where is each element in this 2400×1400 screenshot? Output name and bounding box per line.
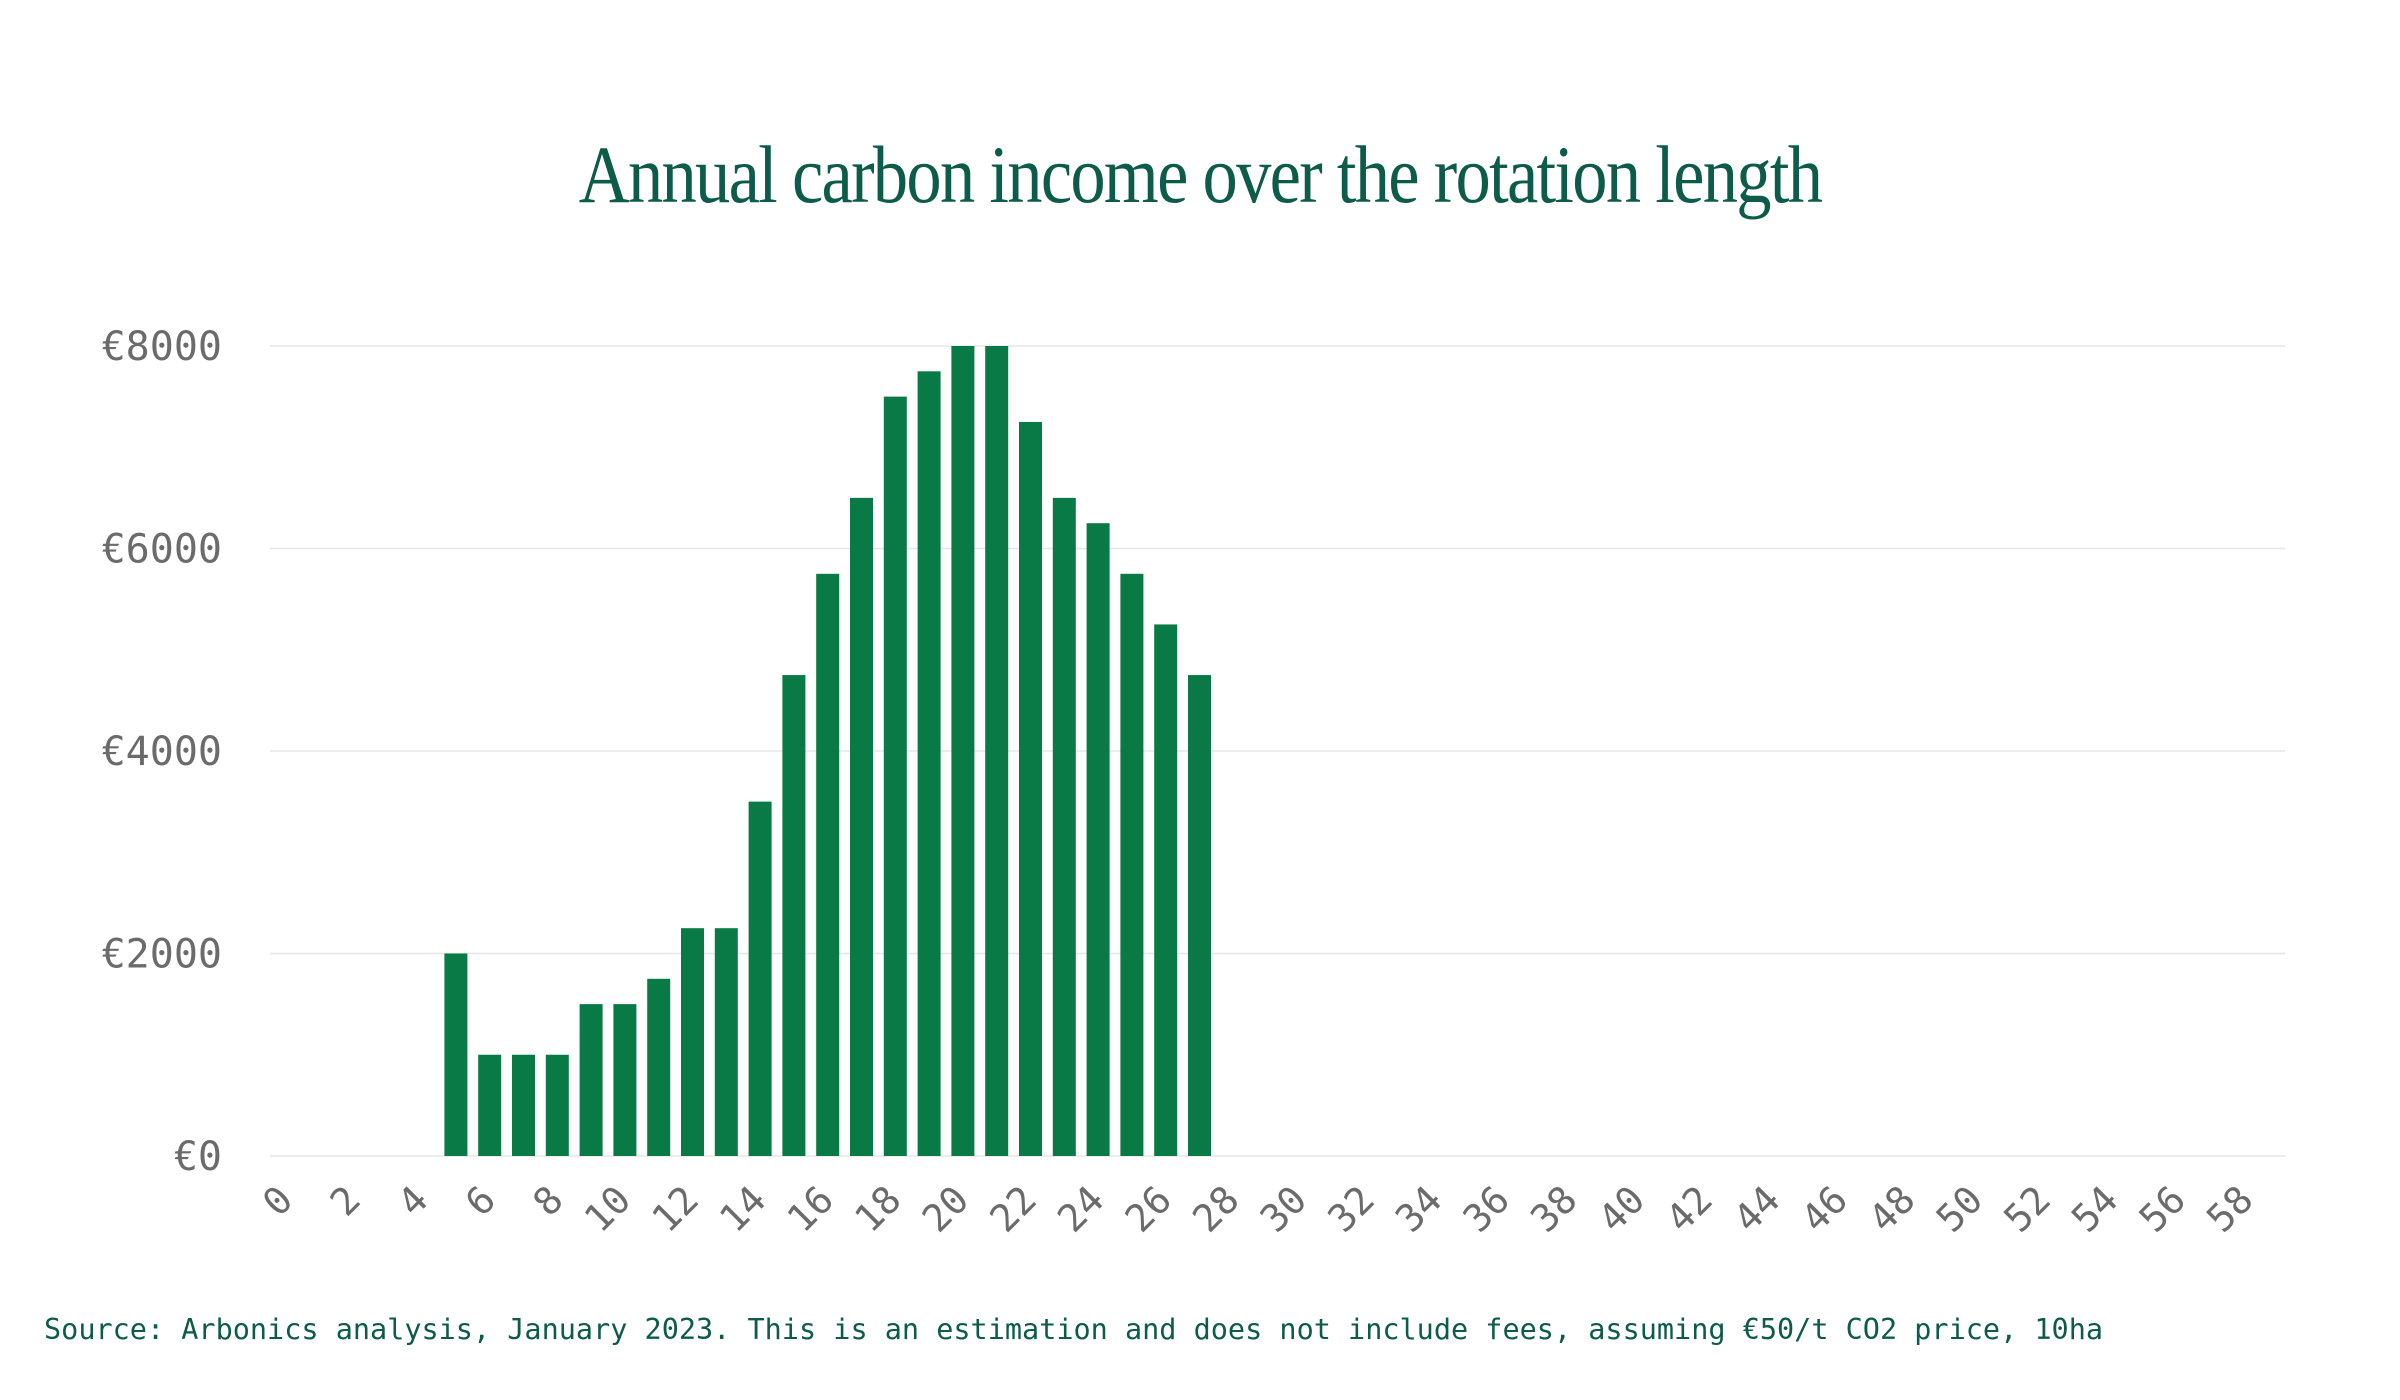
x-tick-label: 24 — [1049, 1177, 1112, 1240]
bar — [1086, 523, 1110, 1156]
bar — [985, 346, 1009, 1156]
bar — [782, 675, 806, 1156]
x-tick-label: 54 — [2063, 1177, 2126, 1240]
bar — [1019, 421, 1042, 1156]
y-tick-label: €8000 — [102, 324, 222, 370]
x-tick-label: 52 — [1995, 1177, 2058, 1240]
x-tick-label: 6 — [457, 1177, 504, 1224]
bar — [917, 371, 941, 1156]
x-tick-label: 50 — [1928, 1177, 1991, 1240]
bar — [714, 928, 738, 1156]
x-tick-label: 48 — [1860, 1177, 1923, 1240]
x-tick-label: 12 — [643, 1177, 706, 1240]
x-tick-label: 30 — [1252, 1177, 1315, 1240]
chart-title: Annual carbon income over the rotation l… — [578, 129, 1823, 220]
x-tick-label: 26 — [1117, 1177, 1180, 1240]
x-tick-label: 22 — [981, 1177, 1044, 1240]
bar — [748, 801, 772, 1156]
x-tick-label: 36 — [1455, 1177, 1518, 1240]
x-tick-label: 18 — [846, 1177, 909, 1240]
source-note: Source: Arbonics analysis, January 2023.… — [44, 1313, 2104, 1346]
x-tick-label: 0 — [254, 1177, 301, 1224]
bars — [444, 346, 1211, 1156]
x-tick-label: 14 — [711, 1177, 774, 1240]
x-tick-label: 28 — [1184, 1177, 1247, 1240]
bar — [816, 573, 840, 1156]
bar — [1120, 573, 1144, 1156]
x-tick-label: 46 — [1793, 1177, 1856, 1240]
x-tick-label: 34 — [1387, 1177, 1450, 1240]
bar — [647, 978, 671, 1156]
bar — [883, 396, 907, 1156]
bar — [1188, 675, 1211, 1156]
x-axis-tick-labels: 0 2 4 6 8 10 12 14 16 18 20 22 24 26 28 30 32 34 36 38 40 42 4… — [254, 1177, 2262, 1240]
x-tick-label: 16 — [779, 1177, 842, 1240]
y-tick-label: €0 — [174, 1134, 222, 1180]
x-tick-label: 10 — [576, 1177, 639, 1240]
x-tick-label: 2 — [322, 1177, 369, 1224]
bar — [850, 497, 873, 1156]
bar — [444, 953, 468, 1156]
x-tick-label: 58 — [2198, 1177, 2261, 1240]
bar — [951, 346, 975, 1156]
bar — [1052, 497, 1076, 1156]
bar — [478, 1054, 502, 1156]
bar — [545, 1054, 569, 1156]
y-tick-label: €4000 — [102, 729, 222, 775]
x-tick-label: 8 — [524, 1177, 571, 1224]
x-tick-label: 38 — [1522, 1177, 1585, 1240]
y-tick-label: €2000 — [102, 932, 222, 978]
x-tick-label: 40 — [1590, 1177, 1653, 1240]
x-tick-label: 4 — [389, 1177, 436, 1224]
bar — [512, 1054, 535, 1156]
x-tick-label: 42 — [1657, 1177, 1720, 1240]
bar — [579, 1004, 603, 1156]
x-tick-label: 44 — [1725, 1177, 1788, 1240]
gridlines — [270, 345, 2285, 1157]
bar — [1154, 624, 1178, 1156]
y-tick-label: €6000 — [102, 527, 222, 573]
bar — [613, 1004, 637, 1156]
x-tick-label: 20 — [914, 1177, 977, 1240]
x-tick-label: 56 — [2131, 1177, 2194, 1240]
bar — [681, 928, 704, 1156]
x-tick-label: 32 — [1319, 1177, 1382, 1240]
y-axis-tick-labels: €0 €2000 €4000 €6000 €8000 — [102, 324, 222, 1180]
